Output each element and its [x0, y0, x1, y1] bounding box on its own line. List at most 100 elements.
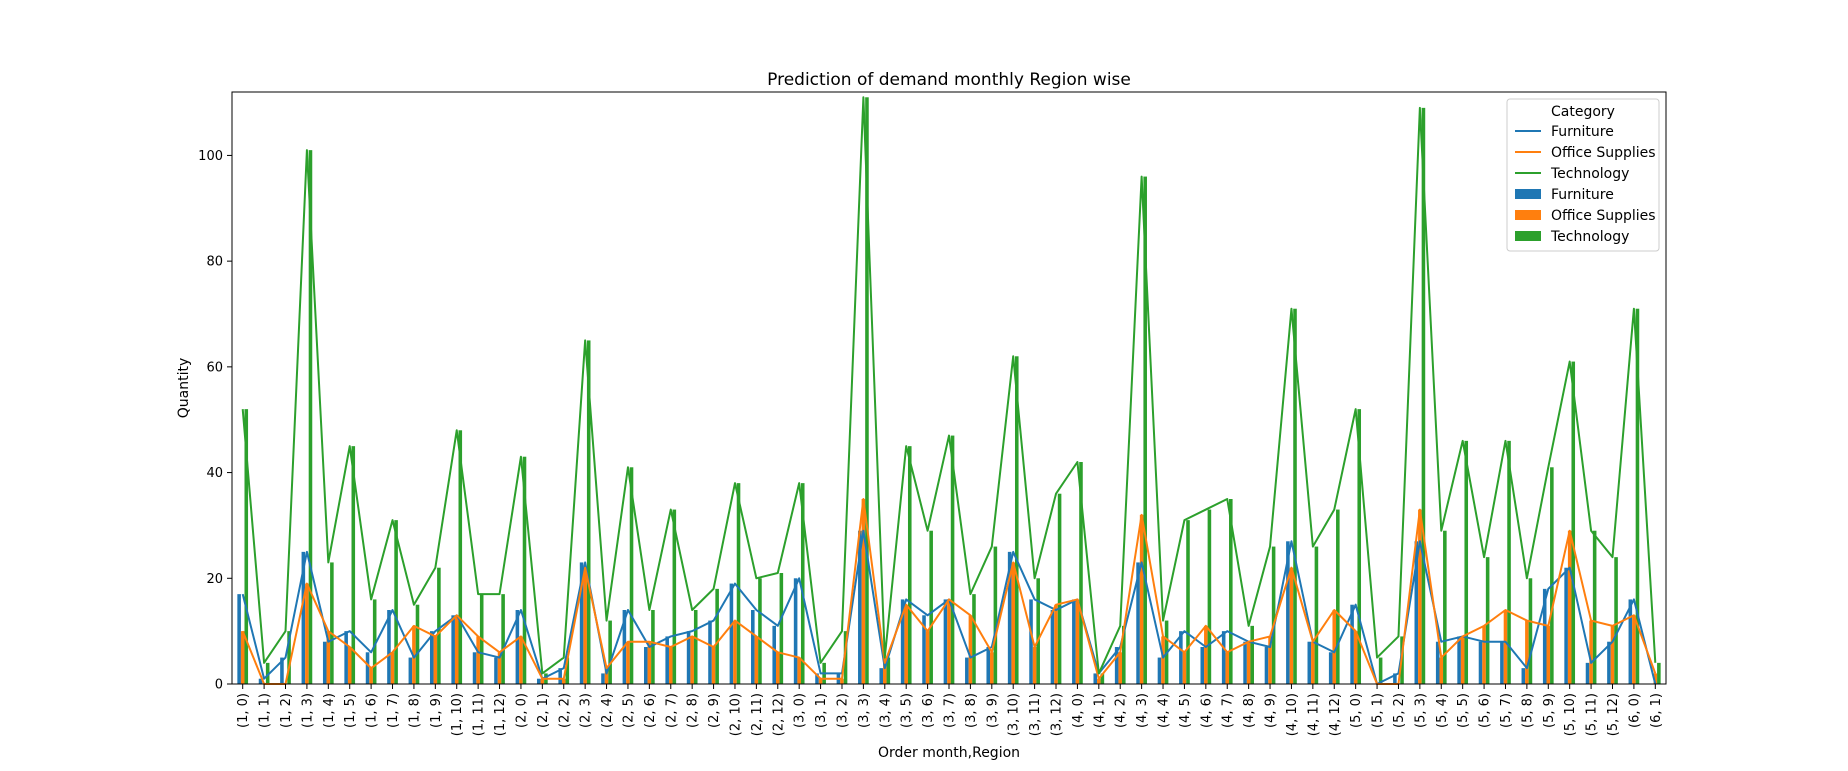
y-tick-label: 60	[206, 360, 223, 375]
bar-office-supplies-46	[1225, 652, 1230, 684]
bar-technology-24	[758, 578, 762, 684]
y-tick-label: 0	[215, 678, 223, 693]
bar-technology-25	[779, 573, 784, 684]
bar-office-supplies-22	[711, 647, 716, 684]
bar-furniture-30	[879, 668, 884, 684]
y-tick-label: 100	[198, 149, 223, 164]
x-tick-label: (2, 12)	[771, 693, 786, 736]
bar-office-supplies-10	[454, 615, 459, 684]
bar-furniture-16	[579, 562, 584, 684]
bar-office-supplies-33	[947, 599, 951, 684]
bar-office-supplies-41	[1118, 652, 1123, 684]
bar-office-supplies-49	[1289, 567, 1294, 684]
bar-office-supplies-11	[476, 636, 480, 684]
bar-furniture-64	[1607, 641, 1611, 684]
x-tick-label: (5, 0)	[1349, 693, 1364, 728]
bar-technology-6	[372, 599, 377, 684]
bar-furniture-45	[1200, 647, 1205, 684]
bar-furniture-0	[237, 594, 241, 684]
bar-technology-35	[993, 546, 998, 684]
bar-furniture-62	[1564, 567, 1568, 684]
bar-furniture-56	[1435, 641, 1440, 684]
legend-label: Furniture	[1551, 124, 1614, 140]
y-tick-label: 40	[206, 466, 223, 481]
bar-office-supplies-50	[1311, 641, 1315, 684]
y-axis: 0 20 40 60 80 100	[198, 149, 232, 693]
bar-office-supplies-21	[690, 636, 694, 684]
bar-furniture-60	[1521, 668, 1526, 684]
bar-furniture-42	[1136, 562, 1140, 684]
bars-layer	[237, 97, 1661, 685]
bar-technology-61	[1550, 467, 1554, 684]
bar-furniture-26	[793, 578, 798, 684]
bar-technology-26	[800, 483, 805, 684]
bar-office-supplies-39	[1075, 599, 1080, 684]
x-tick-label: (4, 4)	[1157, 693, 1172, 728]
bar-technology-2	[287, 631, 291, 684]
bar-furniture-59	[1500, 641, 1504, 684]
y-tick-label: 80	[206, 255, 223, 270]
bar-office-supplies-29	[861, 499, 866, 684]
bar-technology-21	[693, 610, 698, 684]
x-tick-label: (3, 8)	[964, 693, 979, 728]
legend-label: Furniture	[1551, 187, 1614, 203]
bar-technology-8	[415, 604, 420, 684]
x-tick-label: (5, 1)	[1371, 693, 1386, 728]
bar-office-supplies-28	[840, 678, 844, 684]
x-tick-label: (3, 1)	[814, 693, 829, 728]
legend-item-line-office-supplies: Office Supplies	[1515, 145, 1656, 161]
bar-furniture-65	[1628, 599, 1633, 684]
bar-furniture-50	[1307, 641, 1312, 684]
bar-furniture-49	[1286, 541, 1290, 684]
bar-furniture-17	[601, 673, 605, 684]
bar-office-supplies-3	[305, 583, 309, 684]
x-tick-label: (4, 5)	[1178, 693, 1193, 728]
bar-technology-36	[1014, 356, 1019, 684]
x-tick-label: (1, 9)	[429, 693, 444, 728]
bar-technology-15	[565, 657, 570, 684]
bar-office-supplies-32	[925, 631, 930, 684]
bar-technology-7	[394, 520, 398, 684]
bar-furniture-48	[1264, 647, 1269, 684]
bar-technology-39	[1079, 462, 1083, 684]
bar-office-supplies-56	[1439, 657, 1444, 684]
bar-office-supplies-20	[668, 647, 673, 684]
x-tick-label: (4, 1)	[1092, 693, 1107, 728]
x-tick-label: (5, 3)	[1413, 693, 1428, 728]
legend-box	[1506, 98, 1660, 252]
bar-office-supplies-23	[733, 620, 737, 684]
bar-technology-65	[1635, 308, 1640, 684]
bar-office-supplies-17	[604, 668, 609, 684]
bar-office-supplies-52	[1353, 631, 1358, 684]
bar-furniture-9	[429, 631, 434, 684]
x-tick-label: (4, 2)	[1114, 693, 1129, 728]
bar-office-supplies-34	[968, 615, 973, 684]
bar-technology-55	[1421, 107, 1426, 685]
x-tick-label: (4, 6)	[1199, 693, 1214, 728]
bar-technology-30	[886, 657, 891, 684]
legend-label: Technology	[1550, 229, 1629, 245]
bar-technology-4	[330, 562, 334, 684]
bar-technology-49	[1293, 308, 1297, 684]
x-tick-label: (1, 8)	[407, 693, 422, 728]
bar-office-supplies-9	[433, 636, 438, 684]
x-tick-label: (2, 10)	[728, 693, 743, 736]
x-tick-label: (3, 11)	[1028, 693, 1043, 736]
x-tick-label: (1, 11)	[472, 693, 487, 736]
bar-technology-53	[1378, 657, 1383, 684]
bar-furniture-20	[665, 636, 669, 684]
bar-office-supplies-13	[519, 636, 523, 684]
legend-item-bar-furniture: Furniture	[1515, 187, 1614, 203]
legend-label: Office Supplies	[1551, 208, 1656, 224]
bar-office-supplies-59	[1503, 610, 1508, 684]
bar-office-supplies-25	[775, 652, 780, 684]
bar-technology-34	[972, 594, 976, 684]
bar-office-supplies-35	[990, 652, 994, 684]
bar-furniture-5	[344, 631, 348, 684]
bar-office-supplies-27	[818, 678, 823, 684]
bar-office-supplies-24	[754, 636, 759, 684]
bar-furniture-51	[1328, 652, 1333, 684]
bar-technology-1	[265, 662, 270, 684]
x-tick-label: (3, 10)	[1007, 693, 1022, 736]
